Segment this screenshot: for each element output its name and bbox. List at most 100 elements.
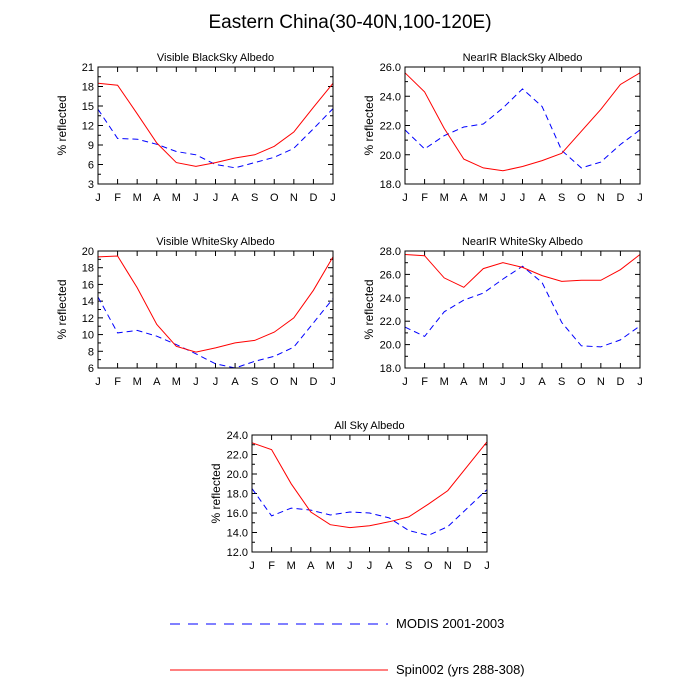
x-tick-label: J	[193, 376, 199, 388]
x-tick-label: D	[616, 376, 624, 388]
chart-title: NearIR WhiteSky Albedo	[462, 236, 583, 248]
y-tick-label: 12.0	[227, 547, 248, 559]
x-tick-label: M	[172, 376, 181, 388]
x-tick-label: N	[597, 376, 605, 388]
x-tick-label: J	[330, 192, 336, 204]
x-tick-label: J	[484, 560, 490, 572]
y-tick-label: 24.0	[380, 91, 401, 103]
y-tick-label: 6	[88, 363, 94, 375]
chart-panel-1: Visible BlackSky Albedo % reflected 3 6 9 12 1…	[55, 52, 336, 204]
y-tick-label: 22.0	[380, 121, 401, 133]
x-tick-label: A	[460, 376, 468, 388]
y-tick-label: 10	[82, 330, 94, 342]
x-tick-label: J	[367, 560, 373, 572]
x-tick-label: A	[307, 560, 315, 572]
x-tick-label: M	[326, 560, 335, 572]
y-tick-label: 20.0	[380, 340, 401, 352]
x-tick-label: O	[270, 192, 279, 204]
series-line-spin	[404, 254, 641, 288]
y-tick-label: 18.0	[380, 363, 401, 375]
x-tick-label: F	[421, 376, 428, 388]
x-tick-label: M	[440, 376, 449, 388]
y-tick-label: 3	[88, 179, 94, 191]
legend-label-modis: MODIS 2001-2003	[396, 616, 505, 631]
x-tick-label: J	[402, 376, 408, 388]
x-tick-label: J	[500, 192, 506, 204]
x-tick-label: O	[577, 192, 586, 204]
y-tick-label: 20	[82, 246, 94, 258]
y-tick-label: 18	[82, 82, 94, 94]
x-tick-label: J	[330, 376, 336, 388]
x-tick-label: J	[637, 376, 643, 388]
x-tick-label: M	[287, 560, 296, 572]
y-tick-label: 15	[82, 101, 94, 113]
x-tick-label: A	[153, 376, 161, 388]
y-tick-label: 18	[82, 263, 94, 275]
series-line-modis	[251, 488, 488, 536]
y-tick-label: 18.0	[380, 179, 401, 191]
chart-title: Visible BlackSky Albedo	[157, 52, 274, 64]
legend-label-spin: Spin002 (yrs 288-308)	[396, 662, 525, 677]
y-tick-label: 22.0	[227, 450, 248, 462]
series-line-modis	[404, 88, 641, 169]
x-tick-label: M	[133, 376, 142, 388]
x-tick-label: F	[114, 376, 121, 388]
y-axis-label: % reflected	[362, 279, 376, 339]
y-tick-label: 24.0	[380, 293, 401, 305]
x-tick-label: M	[133, 192, 142, 204]
x-tick-label: O	[577, 376, 586, 388]
x-tick-label: J	[500, 376, 506, 388]
chart-panel-2: NearIR BlackSky Albedo % reflected 18.0 20.…	[362, 52, 643, 204]
x-tick-label: N	[444, 560, 452, 572]
series-line-modis	[404, 265, 641, 348]
x-tick-label: J	[347, 560, 353, 572]
series-line-modis	[97, 108, 334, 169]
y-tick-label: 9	[88, 140, 94, 152]
x-tick-label: F	[268, 560, 275, 572]
x-tick-label: N	[290, 376, 298, 388]
y-axis-label: % reflected	[55, 95, 69, 155]
x-tick-label: F	[114, 192, 121, 204]
y-axis-label: % reflected	[55, 279, 69, 339]
x-tick-label: N	[597, 192, 605, 204]
x-tick-label: A	[460, 192, 468, 204]
x-tick-label: J	[637, 192, 643, 204]
x-tick-label: M	[479, 192, 488, 204]
x-tick-label: S	[251, 376, 258, 388]
y-tick-label: 20.0	[227, 469, 248, 481]
y-tick-label: 12	[82, 313, 94, 325]
figure-title: Eastern China(30-40N,100-120E)	[208, 12, 492, 33]
y-tick-label: 8	[88, 346, 94, 358]
y-axis-label: % reflected	[209, 463, 223, 523]
x-tick-label: A	[231, 192, 239, 204]
x-tick-label: F	[421, 192, 428, 204]
plot-frame	[404, 66, 641, 185]
x-tick-label: A	[153, 192, 161, 204]
x-tick-label: S	[405, 560, 412, 572]
x-tick-label: O	[270, 376, 279, 388]
x-tick-label: D	[309, 376, 317, 388]
x-tick-label: J	[213, 192, 219, 204]
x-tick-label: S	[558, 376, 565, 388]
y-tick-label: 24.0	[227, 430, 248, 442]
chart-title: NearIR BlackSky Albedo	[463, 52, 583, 64]
chart-panel-3: Visible WhiteSky Albedo % reflected 6 8 10 12…	[55, 236, 336, 388]
x-tick-label: A	[538, 192, 546, 204]
x-tick-label: D	[463, 560, 471, 572]
x-tick-label: M	[479, 376, 488, 388]
x-tick-label: O	[424, 560, 433, 572]
series-line-spin	[404, 72, 641, 172]
plot-frame	[251, 434, 488, 553]
x-tick-label: J	[520, 376, 526, 388]
x-tick-label: S	[558, 192, 565, 204]
series-line-spin	[97, 255, 334, 353]
y-tick-label: 26.0	[380, 269, 401, 281]
x-tick-label: J	[213, 376, 219, 388]
x-tick-label: J	[402, 192, 408, 204]
y-axis-label: % reflected	[362, 95, 376, 155]
x-tick-label: J	[249, 560, 255, 572]
chart-title: Visible WhiteSky Albedo	[156, 236, 274, 248]
y-tick-label: 14.0	[227, 528, 248, 540]
series-line-spin	[251, 441, 488, 529]
plot-frame	[404, 250, 641, 369]
